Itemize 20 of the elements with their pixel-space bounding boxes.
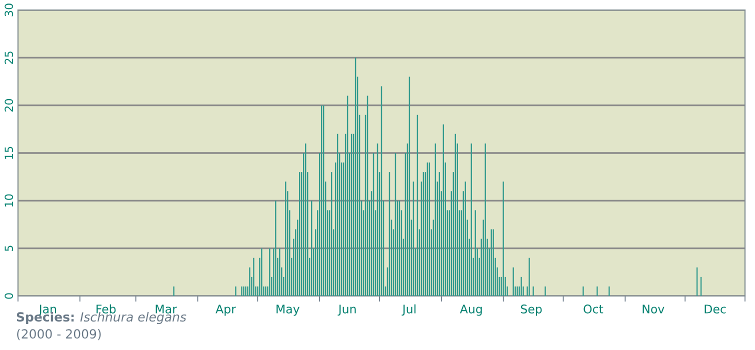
y-tick-label: 20 — [4, 99, 14, 112]
x-tick-label: Feb — [96, 304, 116, 314]
x-tick-label: Apr — [216, 304, 236, 316]
x-tick-label: May — [276, 304, 300, 316]
y-tick-label: 15 — [4, 146, 14, 159]
y-tick-label: 25 — [4, 52, 14, 64]
x-tick-label: Mar — [156, 304, 177, 314]
y-tick-label: 5 — [4, 246, 14, 252]
x-tick-label: Jun — [338, 304, 356, 316]
y-tick-label: 10 — [4, 194, 14, 207]
text: Ischnura elegans — [80, 312, 186, 324]
y-tick-label: 30 — [4, 4, 14, 16]
text: (2000 - 2009) — [17, 328, 101, 340]
x-tick-label: Dec — [704, 304, 726, 314]
x-tick-label: Oct — [584, 304, 604, 314]
x-tick-label: Aug — [460, 304, 482, 316]
x-tick-label: Jul — [402, 304, 416, 316]
x-tick-label: Nov — [642, 304, 664, 314]
x-tick-label: Sep — [520, 304, 542, 316]
y-tick-label: 0 — [4, 293, 14, 299]
